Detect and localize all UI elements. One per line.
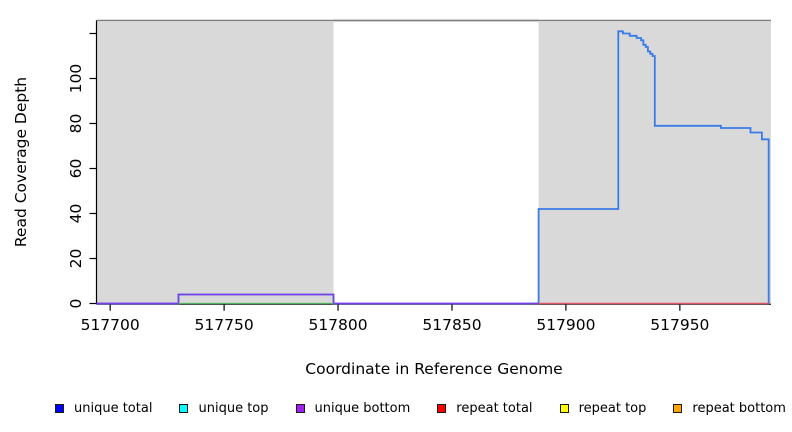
legend-item-unique-total: unique total <box>55 401 152 416</box>
legend-label: repeat bottom <box>692 400 786 416</box>
x-tick-label: 517950 <box>650 316 709 334</box>
gray-region-left <box>96 21 334 305</box>
legend-item-unique-bottom: unique bottom <box>295 400 411 416</box>
y-tick-label: 80 <box>67 114 85 134</box>
legend-item-unique-top: unique top <box>179 400 269 416</box>
legend-item-repeat-bottom: repeat bottom <box>673 401 786 416</box>
series-unique-total <box>96 30 770 305</box>
legend-label: unique top <box>198 400 269 416</box>
series-unique-bottom <box>96 293 539 305</box>
legend-label: unique bottom <box>314 400 411 416</box>
y-tick-label: 60 <box>67 159 85 179</box>
y-tick-label: 40 <box>67 204 85 224</box>
x-tick-label: 517700 <box>81 316 140 334</box>
legend-label: repeat total <box>456 400 533 416</box>
y-tick-label: 0 <box>67 299 85 309</box>
x-tick-label: 517900 <box>536 316 595 334</box>
y-tick-label: 100 <box>67 64 85 94</box>
legend: unique total unique top unique bottom repea… <box>55 399 786 417</box>
legend-swatch-repeat-top <box>559 403 569 413</box>
legend-label: repeat top <box>578 400 647 416</box>
legend-item-repeat-total: repeat total <box>437 400 533 416</box>
x-tick-label: 517800 <box>308 316 367 334</box>
legend-swatch-unique-bottom <box>295 403 305 413</box>
legend-item-repeat-top: repeat top <box>559 400 647 416</box>
x-tick-label: 517850 <box>422 316 481 334</box>
legend-swatch-repeat-bottom <box>673 403 683 413</box>
y-axis-title: Read Coverage Depth <box>12 76 30 248</box>
x-axis-title: Coordinate in Reference Genome <box>305 360 563 378</box>
legend-swatch-unique-total <box>55 403 64 413</box>
x-tick-label: 517750 <box>195 316 254 334</box>
legend-label: unique total <box>74 400 153 416</box>
legend-swatch-repeat-total <box>437 403 447 413</box>
y-tick-label: 20 <box>67 249 85 269</box>
legend-swatch-unique-top <box>179 403 189 413</box>
